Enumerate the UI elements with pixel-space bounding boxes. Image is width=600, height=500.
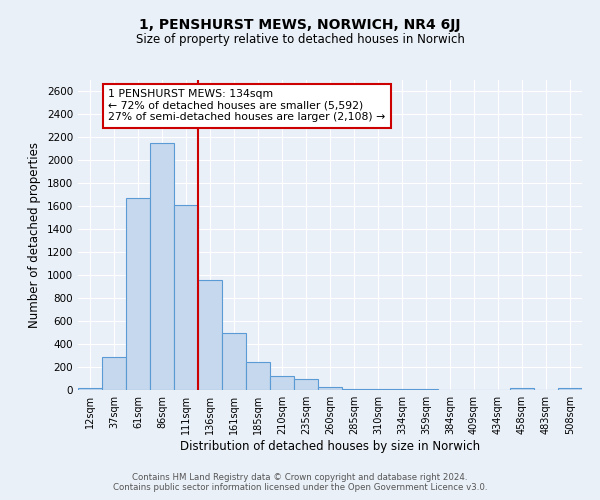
Bar xyxy=(318,386,342,390)
Text: 1 PENSHURST MEWS: 134sqm
← 72% of detached houses are smaller (5,592)
27% of sem: 1 PENSHURST MEWS: 134sqm ← 72% of detach… xyxy=(108,90,385,122)
Bar xyxy=(222,332,246,390)
Bar xyxy=(126,198,150,390)
Y-axis label: Number of detached properties: Number of detached properties xyxy=(28,142,41,328)
Bar xyxy=(174,205,198,390)
Bar xyxy=(198,280,222,390)
X-axis label: Distribution of detached houses by size in Norwich: Distribution of detached houses by size … xyxy=(180,440,480,453)
Bar xyxy=(366,389,390,390)
Bar xyxy=(78,388,102,390)
Bar xyxy=(558,388,582,390)
Bar xyxy=(102,356,126,390)
Bar xyxy=(246,362,270,390)
Bar xyxy=(510,388,534,390)
Text: 1, PENSHURST MEWS, NORWICH, NR4 6JJ: 1, PENSHURST MEWS, NORWICH, NR4 6JJ xyxy=(139,18,461,32)
Bar xyxy=(342,389,366,390)
Text: Contains HM Land Registry data © Crown copyright and database right 2024.: Contains HM Land Registry data © Crown c… xyxy=(132,474,468,482)
Bar xyxy=(294,379,318,390)
Bar xyxy=(150,143,174,390)
Text: Contains public sector information licensed under the Open Government Licence v3: Contains public sector information licen… xyxy=(113,484,487,492)
Text: Size of property relative to detached houses in Norwich: Size of property relative to detached ho… xyxy=(136,32,464,46)
Bar xyxy=(270,376,294,390)
